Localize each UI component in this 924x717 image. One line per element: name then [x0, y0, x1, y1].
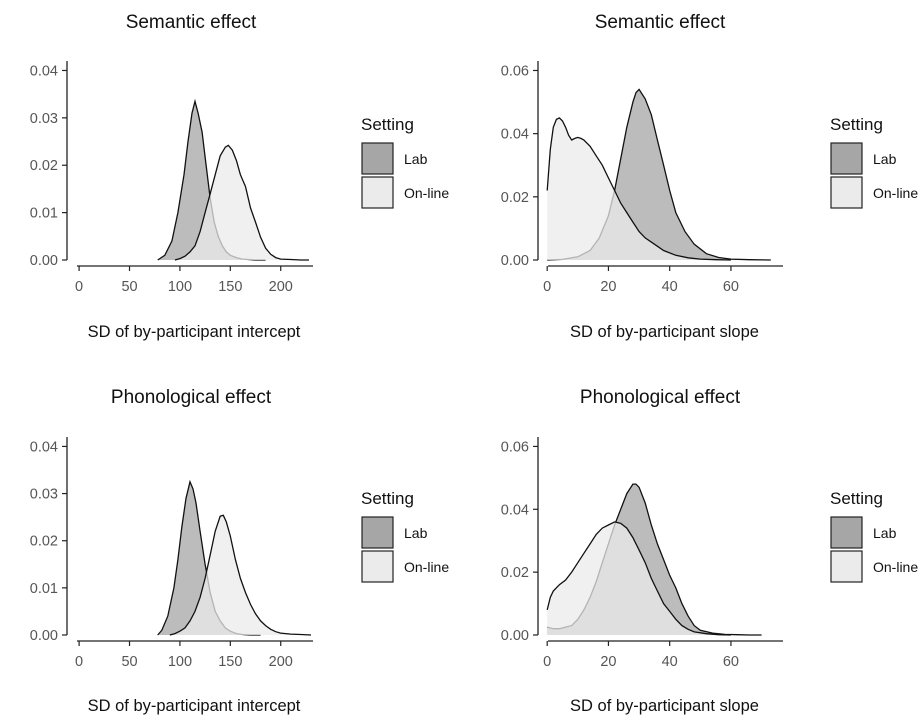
- y-tick-label: 0.04: [501, 502, 529, 518]
- legend-key-lab: [361, 142, 394, 175]
- density-area-online: [174, 145, 309, 260]
- x-axis-label: SD of by-participant slope: [570, 323, 759, 341]
- y-tick-label: 0.02: [501, 565, 529, 581]
- y-tick-label: 0.02: [30, 158, 58, 174]
- x-tick-label: 0: [543, 279, 551, 295]
- y-tick-label: 0.02: [501, 190, 529, 206]
- y-tick-label: 0.01: [30, 206, 58, 222]
- x-tick-label: 40: [662, 279, 678, 295]
- panel-title: Phonological effect: [111, 387, 272, 408]
- density-line-online: [546, 521, 731, 636]
- y-tick-label: 0.00: [30, 628, 58, 644]
- legend-key-lab: [830, 516, 863, 549]
- panel-4: Phonological effect 0.00 0.02 0.04 0.06 0 20 40…: [501, 387, 919, 715]
- x-tick-label: 20: [600, 279, 616, 295]
- legend: Setting Lab On-line: [830, 115, 918, 209]
- x-tick-label: 50: [121, 279, 137, 295]
- panel-3: Phonological effect 0.00 0.01 0.02 0.03 0.04 0…: [30, 387, 450, 715]
- x-tick-label: 20: [600, 654, 616, 670]
- x-tick-label: 100: [168, 279, 192, 295]
- x-tick-label: 200: [269, 279, 293, 295]
- legend-key-online: [361, 176, 394, 209]
- x-tick-label: 150: [218, 279, 242, 295]
- x-tick-label: 0: [75, 654, 83, 670]
- legend-label: Lab: [873, 525, 897, 541]
- x-tick-label: 50: [121, 654, 137, 670]
- x-tick-label: 100: [168, 654, 192, 670]
- y-tick-label: 0.00: [30, 253, 58, 269]
- legend-key-online: [361, 550, 394, 583]
- legend-label: On-line: [404, 559, 449, 575]
- panel-title: Semantic effect: [595, 12, 726, 33]
- density-area-online: [547, 521, 731, 635]
- x-tick-label: 60: [723, 654, 739, 670]
- x-tick-label: 200: [269, 654, 293, 670]
- y-tick-label: 0.00: [501, 628, 529, 644]
- panel-title: Phonological effect: [580, 387, 741, 408]
- legend: Setting Lab On-line: [830, 489, 918, 583]
- legend-key-lab: [361, 516, 394, 549]
- panel-1: Semantic effect 0.00 0.01 0.02 0.03 0.04 0 50 10…: [30, 12, 450, 341]
- density-area-lab: [157, 101, 266, 260]
- y-tick-label: 0.04: [501, 127, 529, 143]
- legend-title: Setting: [361, 115, 414, 134]
- legend-label: Lab: [404, 525, 428, 541]
- x-tick-label: 0: [75, 279, 83, 295]
- legend-label: On-line: [873, 185, 918, 201]
- density-line-online: [546, 117, 731, 261]
- legend-label: On-line: [404, 185, 449, 201]
- y-tick-label: 0.03: [30, 487, 58, 503]
- x-axis-label: SD of by-participant slope: [570, 697, 759, 715]
- legend-title: Setting: [361, 489, 414, 508]
- density-line-online: [169, 514, 312, 636]
- density-area-online: [169, 515, 311, 635]
- panel-2: Semantic effect 0.00 0.02 0.04 0.06 0 20 40 60 SD…: [501, 12, 919, 341]
- density-area-online: [547, 117, 731, 261]
- legend: Setting Lab On-line: [361, 115, 449, 209]
- legend-title: Setting: [830, 489, 883, 508]
- y-tick-label: 0.04: [30, 439, 58, 455]
- x-tick-label: 40: [662, 654, 678, 670]
- legend-key-online: [830, 176, 863, 209]
- legend-label: Lab: [404, 151, 428, 167]
- x-tick-label: 150: [218, 654, 242, 670]
- y-tick-label: 0.06: [501, 63, 529, 79]
- legend: Setting Lab On-line: [361, 489, 449, 583]
- y-tick-label: 0.06: [501, 439, 529, 455]
- x-tick-label: 0: [543, 654, 551, 670]
- x-axis-label: SD of by-participant intercept: [88, 697, 301, 715]
- y-tick-label: 0.04: [30, 63, 58, 79]
- legend-title: Setting: [830, 115, 883, 134]
- x-axis-label: SD of by-participant intercept: [88, 323, 301, 341]
- y-tick-label: 0.00: [501, 253, 529, 269]
- legend-key-lab: [830, 142, 863, 175]
- y-tick-label: 0.03: [30, 111, 58, 127]
- panel-title: Semantic effect: [126, 12, 257, 33]
- legend-label: On-line: [873, 559, 918, 575]
- density-area-lab: [547, 89, 771, 261]
- y-tick-label: 0.02: [30, 534, 58, 550]
- legend-key-online: [830, 550, 863, 583]
- density-line-online: [174, 144, 309, 261]
- y-tick-label: 0.01: [30, 581, 58, 597]
- legend-label: Lab: [873, 151, 897, 167]
- x-tick-label: 60: [723, 279, 739, 295]
